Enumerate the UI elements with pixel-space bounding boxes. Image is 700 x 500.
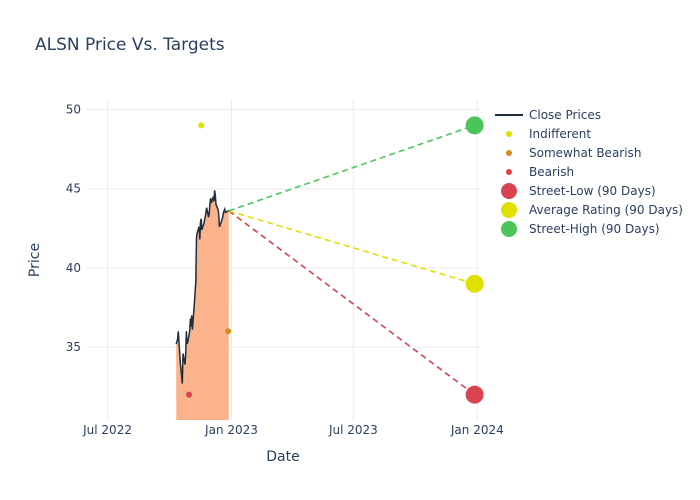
- markers-layer: [186, 116, 484, 404]
- legend-circle-swatch: [501, 221, 517, 237]
- rating-marker[interactable]: [225, 328, 232, 335]
- x-tick-label: Jan 2024: [450, 423, 504, 437]
- y-tick-label: 50: [66, 103, 81, 117]
- plot-area: [86, 100, 484, 420]
- chart-title: ALSN Price Vs. Targets: [35, 35, 225, 55]
- legend-dot-swatch: [506, 150, 512, 156]
- close-price-line: [175, 190, 229, 384]
- lines-layer: [175, 124, 476, 396]
- legend-dot-swatch: [506, 131, 512, 137]
- y-tick-label: 45: [66, 182, 81, 196]
- target-projection-line: [228, 124, 475, 212]
- y-axis-title: Price: [27, 243, 43, 277]
- legend-circle-swatch: [501, 183, 517, 199]
- target-marker[interactable]: [465, 385, 484, 404]
- legend-item[interactable]: Street-Low (90 Days): [501, 183, 656, 199]
- y-axis-ticks: 35 40 45 50: [66, 103, 81, 355]
- legend-label: Indifferent: [529, 127, 591, 141]
- y-tick-label: 35: [66, 340, 81, 354]
- x-axis-ticks: Jul 2022 Jan 2023 Jul 2023 Jan 2024: [82, 423, 504, 437]
- legend-item[interactable]: Indifferent: [506, 127, 591, 141]
- legend-dot-swatch: [506, 169, 512, 175]
- plot-background: [86, 100, 480, 420]
- target-projection-line: [228, 210, 475, 285]
- legend-label: Bearish: [529, 165, 574, 179]
- legend-label: Street-Low (90 Days): [529, 184, 656, 198]
- target-marker[interactable]: [465, 274, 484, 293]
- legend[interactable]: Close Prices Indifferent Somewhat Bearish B…: [495, 108, 683, 237]
- legend-item[interactable]: Somewhat Bearish: [506, 146, 641, 160]
- x-tick-label: Jul 2022: [82, 423, 132, 437]
- x-tick-label: Jul 2023: [328, 423, 378, 437]
- y-tick-label: 40: [66, 261, 81, 275]
- x-tick-label: Jan 2023: [204, 423, 258, 437]
- legend-label: Close Prices: [529, 108, 601, 122]
- legend-item[interactable]: Bearish: [506, 165, 574, 179]
- x-axis-title: Date: [266, 449, 299, 465]
- gridlines: [86, 100, 480, 420]
- close-area-layer: [176, 190, 229, 420]
- legend-label: Street-High (90 Days): [529, 222, 660, 236]
- rating-marker[interactable]: [198, 122, 205, 129]
- legend-item[interactable]: Close Prices: [495, 108, 601, 122]
- target-projection-line: [228, 210, 476, 396]
- legend-label: Average Rating (90 Days): [529, 203, 683, 217]
- target-marker[interactable]: [465, 116, 484, 135]
- legend-circle-swatch: [501, 202, 517, 218]
- rating-marker[interactable]: [186, 391, 193, 398]
- close-price-area: [176, 190, 229, 420]
- legend-label: Somewhat Bearish: [529, 146, 641, 160]
- legend-item[interactable]: Street-High (90 Days): [501, 221, 660, 237]
- legend-item[interactable]: Average Rating (90 Days): [501, 202, 683, 218]
